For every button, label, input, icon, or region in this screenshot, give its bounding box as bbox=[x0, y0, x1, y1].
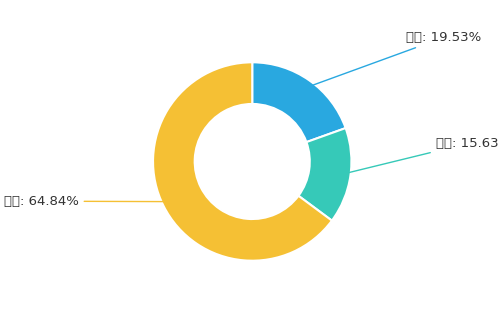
Wedge shape bbox=[153, 62, 332, 261]
Wedge shape bbox=[298, 128, 352, 221]
Text: 不佳: 64.84%: 不佳: 64.84% bbox=[4, 195, 170, 208]
Text: 不变: 15.63: 不变: 15.63 bbox=[344, 137, 498, 174]
Text: 好转: 19.53%: 好转: 19.53% bbox=[306, 31, 482, 88]
Wedge shape bbox=[252, 62, 346, 142]
